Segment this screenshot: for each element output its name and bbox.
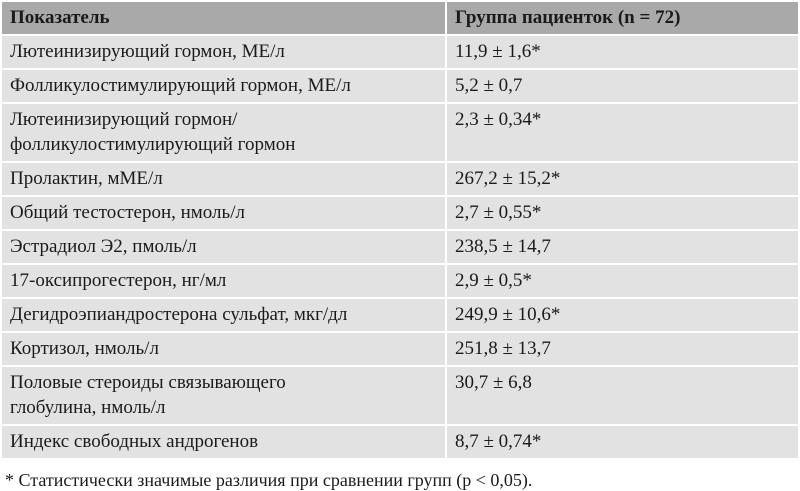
table-row: Индекс свободных андрогенов 8,7 ± 0,74*: [0, 424, 800, 460]
header-cell: Показатель: [0, 0, 447, 36]
value-cell: 11,9 ± 1,6*: [445, 34, 800, 70]
indicator-cell: Пролактин, мМЕ/л: [0, 161, 447, 197]
indicator-cell: Эстрадиол Э2, пмоль/л: [0, 229, 447, 265]
indicator-cell: Лютеинизирующий гормон, МЕ/л: [0, 34, 447, 70]
value-cell: 267,2 ± 15,2*: [445, 161, 800, 197]
footnote: * Статистически значимые различия при ср…: [5, 470, 533, 490]
indicator-cell: Лютеинизирующий гормон/ фолликулостимули…: [0, 102, 447, 163]
table-row: Эстрадиол Э2, пмоль/л 238,5 ± 14,7: [0, 229, 800, 265]
table-row: Пролактин, мМЕ/л 267,2 ± 15,2*: [0, 161, 800, 197]
table-row: Кортизол, нмоль/л 251,8 ± 13,7: [0, 331, 800, 367]
table-row: Лютеинизирующий гормон/ фолликулостимули…: [0, 102, 800, 163]
header-cell: Группа пациенток (n = 72): [445, 0, 800, 36]
value-cell: 5,2 ± 0,7: [445, 68, 800, 104]
table-row: Общий тестостерон, нмоль/л 2,7 ± 0,55*: [0, 195, 800, 231]
table-row: 17-оксипрогестерон, нг/мл 2,9 ± 0,5*: [0, 263, 800, 299]
indicator-cell: 17-оксипрогестерон, нг/мл: [0, 263, 447, 299]
value-cell: 2,9 ± 0,5*: [445, 263, 800, 299]
indicator-cell: Дегидроэпиандростерона сульфат, мкг/дл: [0, 297, 447, 333]
data-table: Показатель Группа пациенток (n = 72) Люте…: [0, 0, 800, 460]
indicator-cell: Половые стероиды связывающего глобулина,…: [0, 365, 447, 426]
value-cell: 249,9 ± 10,6*: [445, 297, 800, 333]
table-row: Фолликулостимулирующий гормон, МЕ/л 5,2 ±…: [0, 68, 800, 104]
value-cell: 2,3 ± 0,34*: [445, 102, 800, 163]
indicator-cell: Общий тестостерон, нмоль/л: [0, 195, 447, 231]
value-cell: 251,8 ± 13,7: [445, 331, 800, 367]
value-cell: 8,7 ± 0,74*: [445, 424, 800, 460]
table-row: Лютеинизирующий гормон, МЕ/л 11,9 ± 1,6*: [0, 34, 800, 70]
table-body: Лютеинизирующий гормон, МЕ/л 11,9 ± 1,6* Ф…: [0, 34, 800, 460]
value-cell: 238,5 ± 14,7: [445, 229, 800, 265]
table-row: Дегидроэпиандростерона сульфат, мкг/дл 24…: [0, 297, 800, 333]
indicator-cell: Индекс свободных андрогенов: [0, 424, 447, 460]
indicator-cell: Фолликулостимулирующий гормон, МЕ/л: [0, 68, 447, 104]
header-row: Показатель Группа пациенток (n = 72): [0, 0, 800, 36]
table-row: Половые стероиды связывающего глобулина,…: [0, 365, 800, 426]
value-cell: 30,7 ± 6,8: [445, 365, 800, 426]
indicator-cell: Кортизол, нмоль/л: [0, 331, 447, 367]
value-cell: 2,7 ± 0,55*: [445, 195, 800, 231]
